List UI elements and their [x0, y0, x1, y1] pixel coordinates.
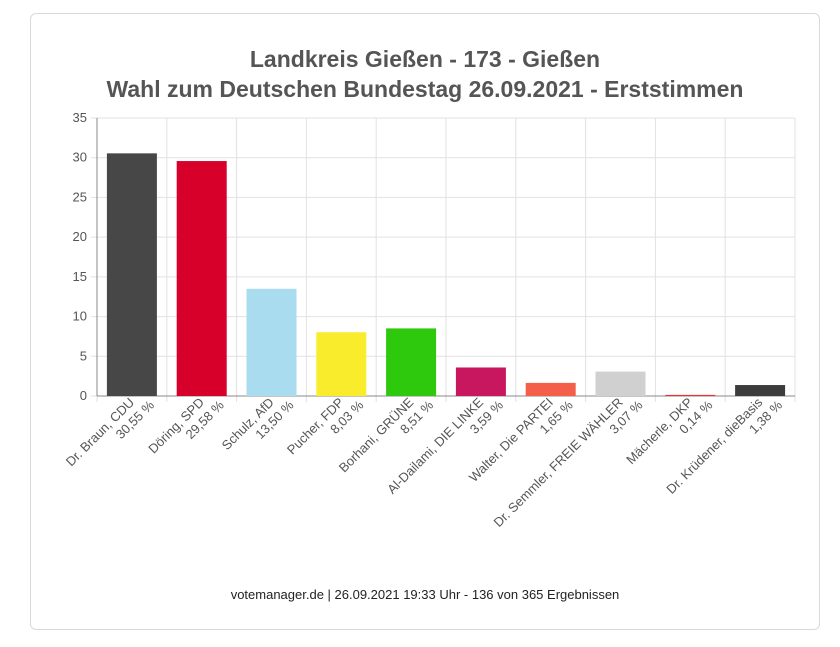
y-tick-label: 5 [80, 348, 87, 363]
bar [246, 288, 297, 396]
y-tick-label: 20 [73, 229, 87, 244]
bar [316, 332, 367, 396]
bar [455, 367, 506, 396]
y-tick-label: 15 [73, 269, 87, 284]
bar [106, 153, 157, 396]
footer-text: votemanager.de | 26.09.2021 19:33 Uhr - … [230, 587, 620, 602]
y-tick-label: 25 [73, 189, 87, 204]
chart-card [30, 13, 820, 630]
bar [386, 328, 437, 396]
y-tick-label: 0 [80, 388, 87, 403]
y-tick-label: 30 [73, 150, 87, 165]
bar [525, 382, 576, 396]
bar [665, 394, 716, 396]
y-tick-label: 35 [73, 110, 87, 125]
y-tick-label: 10 [73, 309, 87, 324]
bar [735, 385, 786, 396]
chart-title: Landkreis Gießen - 173 - Gießen [249, 46, 601, 72]
bar [595, 371, 646, 396]
bar [176, 161, 227, 396]
chart-subtitle: Wahl zum Deutschen Bundestag 26.09.2021 … [106, 76, 744, 102]
